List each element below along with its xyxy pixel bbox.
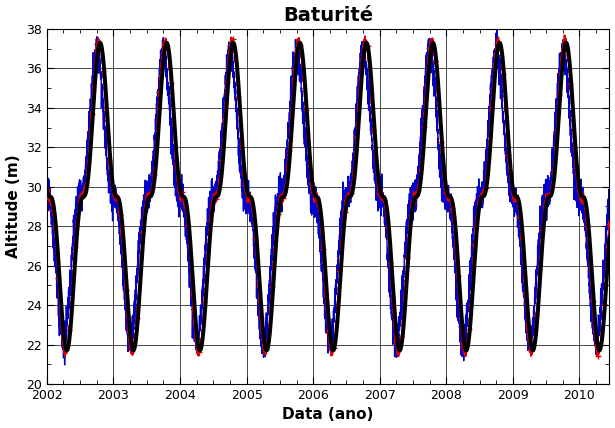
X-axis label: Data (ano): Data (ano) [282,407,374,422]
Y-axis label: Altitude (m): Altitude (m) [6,155,20,258]
Title: Baturité: Baturité [283,6,373,24]
